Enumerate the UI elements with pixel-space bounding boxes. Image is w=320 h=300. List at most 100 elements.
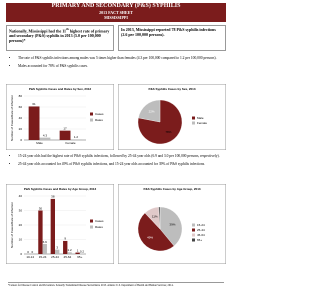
pie-slice xyxy=(158,206,161,230)
footnote: *Centers for Disease Control and Prevent… xyxy=(8,282,224,287)
legend-swatch xyxy=(192,233,195,237)
frame xyxy=(118,184,226,264)
legend-swatch xyxy=(192,228,195,232)
data-label: 38 xyxy=(51,195,55,199)
data-label: 30 xyxy=(39,206,43,210)
highlight: Nationally, Mississippi had the 11th hig… xyxy=(6,25,114,51)
legend-label: 15-24 xyxy=(197,223,205,227)
legend-swatch xyxy=(90,118,93,122)
legend-label: 45-64 xyxy=(197,233,205,237)
y-tick-label: 0 xyxy=(20,252,22,256)
chart: P&S Syphilis Cases and Rates by Age Grou… xyxy=(6,184,114,264)
y-tick-label: 10 xyxy=(19,237,23,241)
bullets: 15-24 year olds had the highest rate of … xyxy=(10,154,230,169)
data-label: 17 xyxy=(63,126,67,130)
y-tick-label: 40 xyxy=(19,116,23,120)
data-label: 78% xyxy=(165,130,171,134)
bar xyxy=(67,252,72,254)
page: PRIMARY AND SECONDARY (P&S) SYPHILIS 201… xyxy=(0,0,232,300)
bar xyxy=(28,106,40,140)
text: Nationally, Mississippi had the 11 xyxy=(9,28,67,34)
y-tick-label: 20 xyxy=(19,223,23,227)
chart-title: P&S Syphilis Cases and Rates by Sex, 201… xyxy=(29,87,92,91)
data-label: 1.2 xyxy=(67,248,72,252)
bar xyxy=(75,252,80,254)
data-label: 1 xyxy=(77,248,79,252)
chart-title: P&S Syphilis Cases by Age Group, 2013 xyxy=(143,187,200,191)
text: th xyxy=(66,27,69,31)
frame xyxy=(6,184,114,264)
legend-label: Female xyxy=(197,121,207,125)
data-label: 22% xyxy=(149,110,155,114)
bullet: 15-24 year olds had the highest rate of … xyxy=(18,154,230,159)
bar xyxy=(59,130,71,140)
y-axis-label: Number of Cases/Rate of Infection xyxy=(10,95,14,141)
frame xyxy=(118,84,226,150)
data-label: 0.2 xyxy=(80,250,85,254)
pie-slice xyxy=(159,206,183,247)
bullet: 25-44 year olds accounted for 49% of P&S… xyxy=(18,162,230,167)
subtitle: 2013 FACT SHEET xyxy=(99,9,133,15)
x-tick-label: 10-14 xyxy=(26,255,34,259)
bar xyxy=(55,249,60,254)
legend-label: 65+ xyxy=(197,238,202,242)
bar xyxy=(38,210,43,254)
pie-slice xyxy=(138,99,161,123)
bar xyxy=(39,137,51,140)
header: PRIMARY AND SECONDARY (P&S) SYPHILIS 201… xyxy=(6,3,226,22)
legend-label: 25-44 xyxy=(197,228,205,232)
data-label: 0 xyxy=(27,250,29,254)
legend-swatch xyxy=(192,116,195,120)
y-tick-label: 30 xyxy=(19,208,23,212)
data-label: 9 xyxy=(64,237,66,241)
bullet: Males accounted for 78% of P&S syphilis … xyxy=(18,64,230,69)
bar xyxy=(50,198,55,254)
legend-swatch xyxy=(90,225,93,229)
frame xyxy=(6,84,114,150)
legend-label: Male xyxy=(197,116,204,120)
data-label: 11% xyxy=(152,215,158,219)
legend-swatch xyxy=(90,112,93,116)
y-tick-label: 80 xyxy=(19,94,23,98)
data-label: 61 xyxy=(32,102,36,106)
data-label: 6.9 xyxy=(43,240,48,244)
legend-label: Cases xyxy=(95,219,104,223)
bullet: The rate of P&S syphilis infections amon… xyxy=(18,56,230,61)
x-tick-label: 65+ xyxy=(77,255,82,259)
y-tick-label: 40 xyxy=(19,194,23,198)
legend-label: Rates xyxy=(95,225,103,229)
data-label: 0 xyxy=(32,250,34,254)
bar xyxy=(42,243,47,254)
bullets: The rate of P&S syphilis infections amon… xyxy=(10,56,230,71)
x-tick-label: 15-24 xyxy=(39,255,47,259)
y-tick-label: 60 xyxy=(19,105,23,109)
chart: P&S Syphilis Cases by Sex, 2013 78% 22% Mal… xyxy=(118,84,226,150)
chart-title: P&S Syphilis Cases by Sex, 2013 xyxy=(148,87,195,91)
data-label: 1.2 xyxy=(74,135,79,139)
highlight: In 2013, Mississippi reported 78 P&S syp… xyxy=(118,25,226,51)
y-axis-label: Number of Cases/Rate of Infection xyxy=(10,202,14,248)
legend-swatch xyxy=(192,121,195,125)
state: MISSISSIPPI xyxy=(104,15,128,20)
data-label: 4.3 xyxy=(43,133,48,137)
legend-label: Rates xyxy=(95,118,103,122)
y-tick-label: 20 xyxy=(19,127,23,131)
y-tick-label: 0 xyxy=(20,138,22,142)
data-label: 39% xyxy=(169,222,175,226)
legend-swatch xyxy=(90,219,93,223)
data-label: 49% xyxy=(147,236,153,240)
legend-swatch xyxy=(192,223,195,227)
x-tick-label: Female xyxy=(65,141,75,145)
legend-swatch xyxy=(192,238,195,242)
text: highest rate of primary and secondary (P… xyxy=(9,28,110,44)
data-label: 3 xyxy=(56,245,58,249)
title: PRIMARY AND SECONDARY (P&S) SYPHILIS xyxy=(51,3,181,9)
chart-title: P&S Syphilis Cases and Rates by Age Grou… xyxy=(24,187,97,191)
bar xyxy=(63,240,68,254)
x-tick-label: Male xyxy=(36,141,43,145)
chart: P&S Syphilis Cases by Age Group, 2013 39%… xyxy=(118,184,226,264)
pie-slice xyxy=(137,212,175,252)
x-tick-label: 25-44 xyxy=(51,255,59,259)
legend-label: Cases xyxy=(95,112,104,116)
chart: P&S Syphilis Cases and Rates by Sex, 201… xyxy=(6,84,114,150)
